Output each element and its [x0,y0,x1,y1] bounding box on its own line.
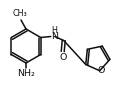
Text: NH₂: NH₂ [17,70,35,79]
Text: O: O [97,66,104,75]
Text: CH₃: CH₃ [13,10,27,19]
Text: N: N [51,32,58,41]
Text: O: O [59,53,66,62]
Text: H: H [52,26,58,35]
